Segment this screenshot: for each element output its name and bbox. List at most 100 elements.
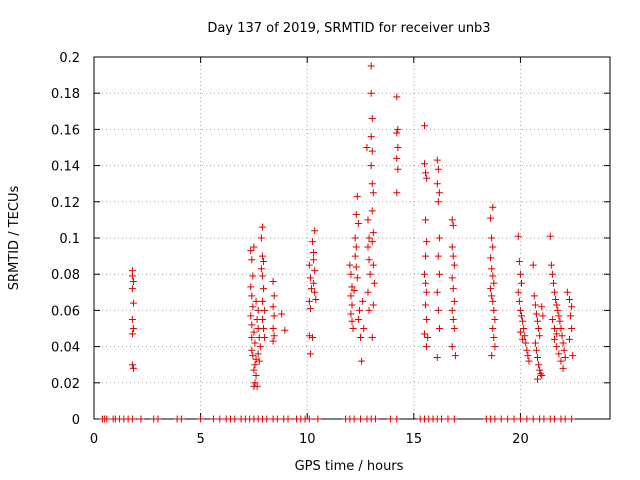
x-tick-label: 5 — [196, 432, 204, 447]
data-point — [555, 350, 563, 358]
data-point — [448, 343, 456, 351]
data-point — [358, 357, 366, 365]
data-point — [368, 180, 376, 188]
data-point — [348, 317, 356, 325]
data-point — [524, 352, 532, 360]
data-point — [448, 306, 456, 314]
data-point — [306, 350, 314, 358]
data-point — [529, 415, 537, 423]
data-point — [515, 258, 523, 266]
data-point — [310, 248, 318, 256]
data-point — [128, 361, 136, 369]
x-tick-label: 0 — [90, 432, 98, 447]
data-point — [309, 334, 317, 342]
data-point — [269, 337, 277, 345]
x-tick-label: 20 — [512, 432, 529, 447]
data-point — [516, 328, 524, 336]
data-point — [393, 415, 401, 423]
data-point — [420, 122, 428, 130]
data-point — [314, 415, 322, 423]
data-point — [489, 297, 497, 305]
data-point — [357, 415, 365, 423]
data-point — [364, 243, 372, 251]
data-point — [518, 279, 526, 287]
data-point — [129, 277, 137, 285]
data-point — [154, 415, 162, 423]
data-point — [552, 296, 560, 304]
data-point — [249, 272, 257, 280]
data-point — [539, 312, 547, 320]
data-point — [531, 339, 539, 347]
data-point — [305, 297, 313, 305]
data-point — [424, 334, 432, 342]
data-point — [250, 243, 258, 251]
data-point — [261, 334, 269, 342]
data-point — [354, 220, 362, 228]
data-point — [433, 180, 441, 188]
data-point — [129, 364, 137, 372]
data-point — [258, 223, 266, 231]
data-point — [369, 301, 377, 309]
data-point — [433, 288, 441, 296]
data-point — [547, 261, 555, 269]
data-point — [534, 375, 542, 383]
data-point — [450, 297, 458, 305]
data-point — [487, 254, 495, 262]
data-point — [368, 207, 376, 215]
data-point — [393, 154, 401, 162]
data-point — [365, 256, 373, 264]
data-point — [534, 317, 542, 325]
data-point — [357, 334, 365, 342]
data-point — [367, 133, 375, 141]
data-point — [306, 274, 314, 282]
data-point — [347, 310, 355, 318]
data-point — [216, 415, 224, 423]
data-point — [263, 415, 271, 423]
data-point — [394, 125, 402, 133]
tick-layer: 0 5 10 15 20 0 0.02 0.04 0.06 0.08 0.1 0.12 0.14 0.16… — [51, 51, 610, 447]
data-point — [448, 216, 456, 224]
data-point — [393, 93, 401, 101]
data-point — [307, 285, 315, 293]
data-point — [353, 192, 361, 200]
data-point — [488, 265, 496, 273]
data-point — [451, 352, 459, 360]
y-tick-label: 0.12 — [51, 196, 80, 211]
data-point — [560, 346, 568, 354]
data-point — [551, 325, 559, 332]
data-point — [284, 415, 292, 423]
data-point — [347, 270, 355, 278]
data-point — [569, 352, 577, 360]
data-point — [350, 286, 358, 294]
data-point — [433, 156, 441, 164]
y-tick-label: 0.04 — [51, 341, 80, 356]
data-point — [369, 261, 377, 269]
data-point — [423, 315, 431, 323]
data-point — [567, 312, 575, 320]
data-point — [529, 261, 537, 269]
data-point — [310, 256, 318, 264]
data-point — [248, 321, 256, 329]
data-point — [311, 267, 319, 275]
data-point — [490, 306, 498, 314]
data-point — [422, 216, 430, 224]
data-point — [364, 216, 372, 224]
data-point — [520, 325, 528, 332]
data-point — [354, 315, 362, 323]
data-point — [368, 334, 376, 342]
data-point — [248, 334, 256, 342]
data-point — [435, 325, 443, 332]
data-point — [370, 279, 378, 287]
data-point — [348, 283, 356, 291]
data-point — [393, 189, 401, 197]
data-point — [371, 415, 379, 423]
data-point — [510, 415, 518, 423]
data-point — [435, 234, 443, 242]
data-point — [363, 144, 371, 151]
data-point — [129, 299, 137, 307]
data-point — [305, 415, 313, 423]
data-point — [394, 165, 402, 173]
data-point — [346, 261, 354, 269]
data-point — [518, 312, 526, 320]
data-point — [568, 325, 576, 332]
